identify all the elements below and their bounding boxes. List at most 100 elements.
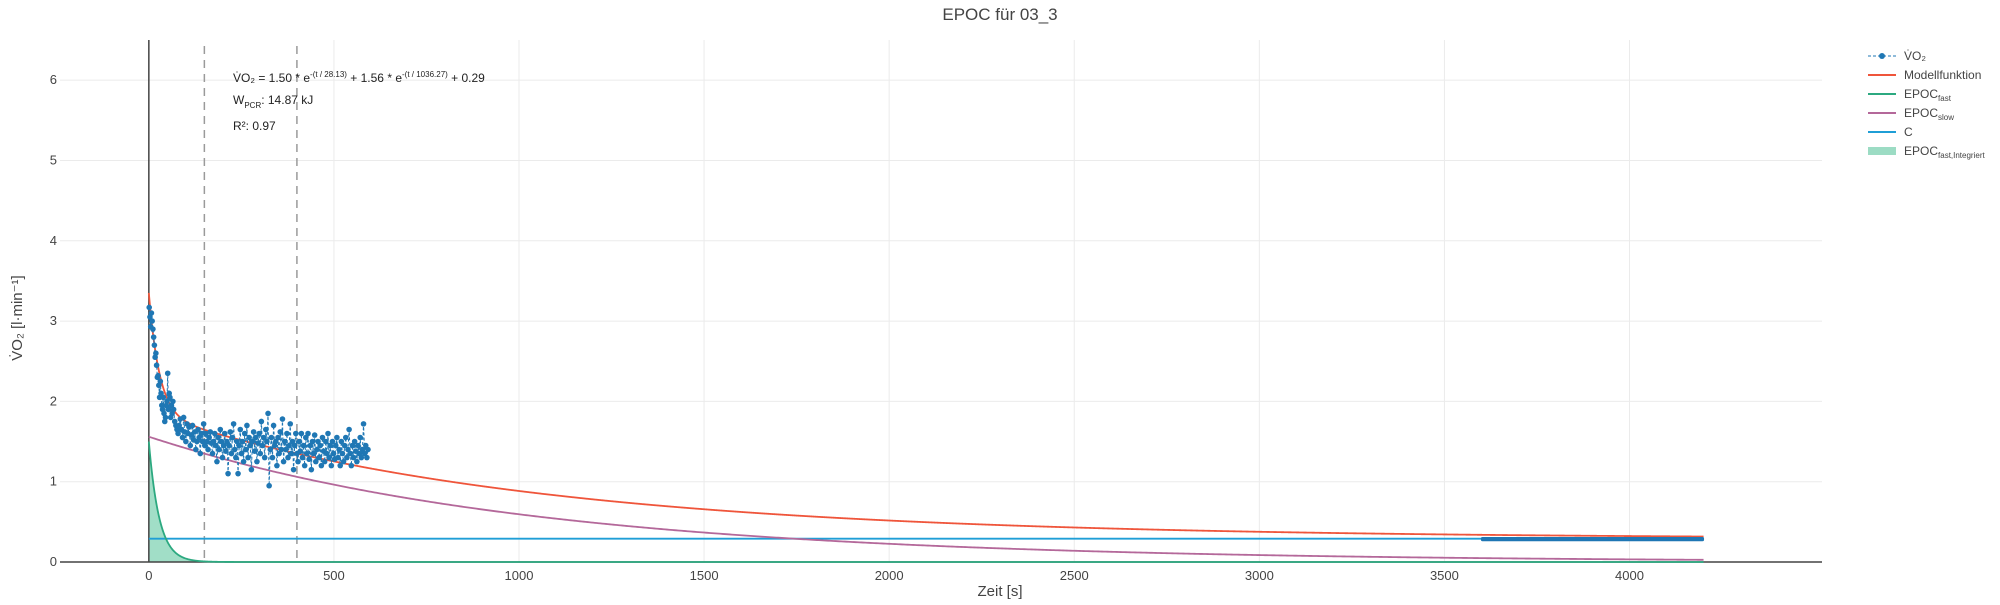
vo2-point xyxy=(330,450,337,457)
vo2-point xyxy=(238,450,245,457)
x-tick-label: 0 xyxy=(145,568,152,583)
legend-swatch-fill xyxy=(1868,147,1896,155)
x-tick-label: 2500 xyxy=(1060,568,1089,583)
vo2-point xyxy=(245,454,251,461)
vo2-point xyxy=(231,446,238,453)
vo2-point xyxy=(206,434,212,441)
vo2-point xyxy=(334,434,340,441)
vo2-point xyxy=(253,434,259,441)
vo2-point xyxy=(207,429,214,435)
vo2-point xyxy=(226,442,232,449)
vo2-point xyxy=(237,426,244,433)
vo2-point xyxy=(342,434,349,441)
vo2-point xyxy=(243,446,249,453)
vo2-point xyxy=(213,442,219,449)
vo2-point xyxy=(339,450,346,457)
vo2-point xyxy=(344,454,350,461)
vo2-point xyxy=(225,470,231,477)
vo2-point xyxy=(346,426,352,433)
vo2-point xyxy=(153,362,160,369)
vo2-point xyxy=(283,446,289,453)
vo2-point xyxy=(317,442,324,449)
vo2-point xyxy=(358,454,365,461)
vo2-point xyxy=(211,430,218,437)
vo2-point xyxy=(329,438,336,445)
vo2-point xyxy=(217,426,224,433)
y-tick-label: 2 xyxy=(50,393,57,408)
x-tick-label: 2000 xyxy=(875,568,904,583)
vo2-point xyxy=(197,450,204,457)
vo2-point xyxy=(254,458,260,465)
vo2-point xyxy=(287,421,294,427)
vo2-point xyxy=(348,462,355,469)
vo2-point xyxy=(193,446,199,453)
vo2-series xyxy=(146,304,1705,542)
vo2-point xyxy=(164,398,170,405)
legend-label: C xyxy=(1904,125,1913,139)
vo2-point xyxy=(209,450,216,457)
vo2-point xyxy=(350,454,357,461)
vo2-point xyxy=(267,446,274,453)
vo2-point xyxy=(250,429,257,435)
vo2-point xyxy=(170,406,177,413)
vo2-point xyxy=(357,434,364,441)
vo2-point xyxy=(326,454,332,461)
vo2-point xyxy=(215,434,221,441)
vo2-point xyxy=(229,434,236,441)
y-axis-title: V̇O₂ [l·min⁻¹] xyxy=(9,275,26,360)
vo2-point xyxy=(170,398,176,405)
vo2-point xyxy=(314,446,320,453)
vo2-point xyxy=(277,429,284,435)
vo2-point xyxy=(351,438,358,445)
vo2-point xyxy=(223,448,229,454)
vo2-point xyxy=(322,438,329,445)
model-function-line xyxy=(147,292,1704,538)
vo2-point xyxy=(300,442,307,449)
vo2-point xyxy=(233,454,239,461)
y-tick-label: 1 xyxy=(50,474,57,489)
vo2-point xyxy=(255,440,261,446)
x-tick-label: 1000 xyxy=(505,568,534,583)
vo2-point xyxy=(216,446,222,453)
vo2-point xyxy=(263,426,269,433)
vo2-point xyxy=(306,456,312,463)
vo2-point xyxy=(304,450,310,457)
vo2-point xyxy=(305,430,311,437)
vo2-point xyxy=(241,430,248,437)
vo2-point xyxy=(195,426,201,433)
vo2-point xyxy=(251,448,258,454)
vo2-point xyxy=(325,430,331,437)
axes xyxy=(60,40,1822,563)
vo2-point xyxy=(301,462,308,469)
vo2-baseline-points xyxy=(1480,537,1705,542)
vo2-point xyxy=(258,418,265,425)
vo2-point xyxy=(298,430,305,437)
vo2-point xyxy=(337,462,344,469)
vo2-point xyxy=(155,372,161,379)
legend-item: Modellfunktion xyxy=(1868,68,1981,82)
vo2-point xyxy=(256,430,262,437)
vo2-point xyxy=(239,438,246,445)
vo2-point xyxy=(297,448,304,454)
r2-text: R²: 0.97 xyxy=(233,119,276,133)
vo2-point xyxy=(150,334,157,340)
epoc-fast-integrated-fill xyxy=(148,441,205,562)
vo2-point xyxy=(309,438,316,445)
vo2-point xyxy=(214,458,220,465)
x-tick-label: 500 xyxy=(323,568,345,583)
equation-annotation: V̇O₂ = 1.50 * e-(t / 28.13) + 1.56 * e-(… xyxy=(233,70,485,133)
vo2-point xyxy=(336,446,342,453)
legend-item: V̇O₂ xyxy=(1868,49,1926,63)
vo2-point xyxy=(221,430,228,437)
vo2-point xyxy=(332,442,339,449)
vo2-point xyxy=(200,421,207,427)
vo2-point xyxy=(281,438,288,445)
vo2-point xyxy=(248,466,255,473)
vo2-point xyxy=(167,394,173,401)
vo2-point xyxy=(205,446,211,453)
vo2-point xyxy=(203,430,209,437)
vo2-point xyxy=(321,458,328,465)
x-axis-title: Zeit [s] xyxy=(977,583,1022,600)
